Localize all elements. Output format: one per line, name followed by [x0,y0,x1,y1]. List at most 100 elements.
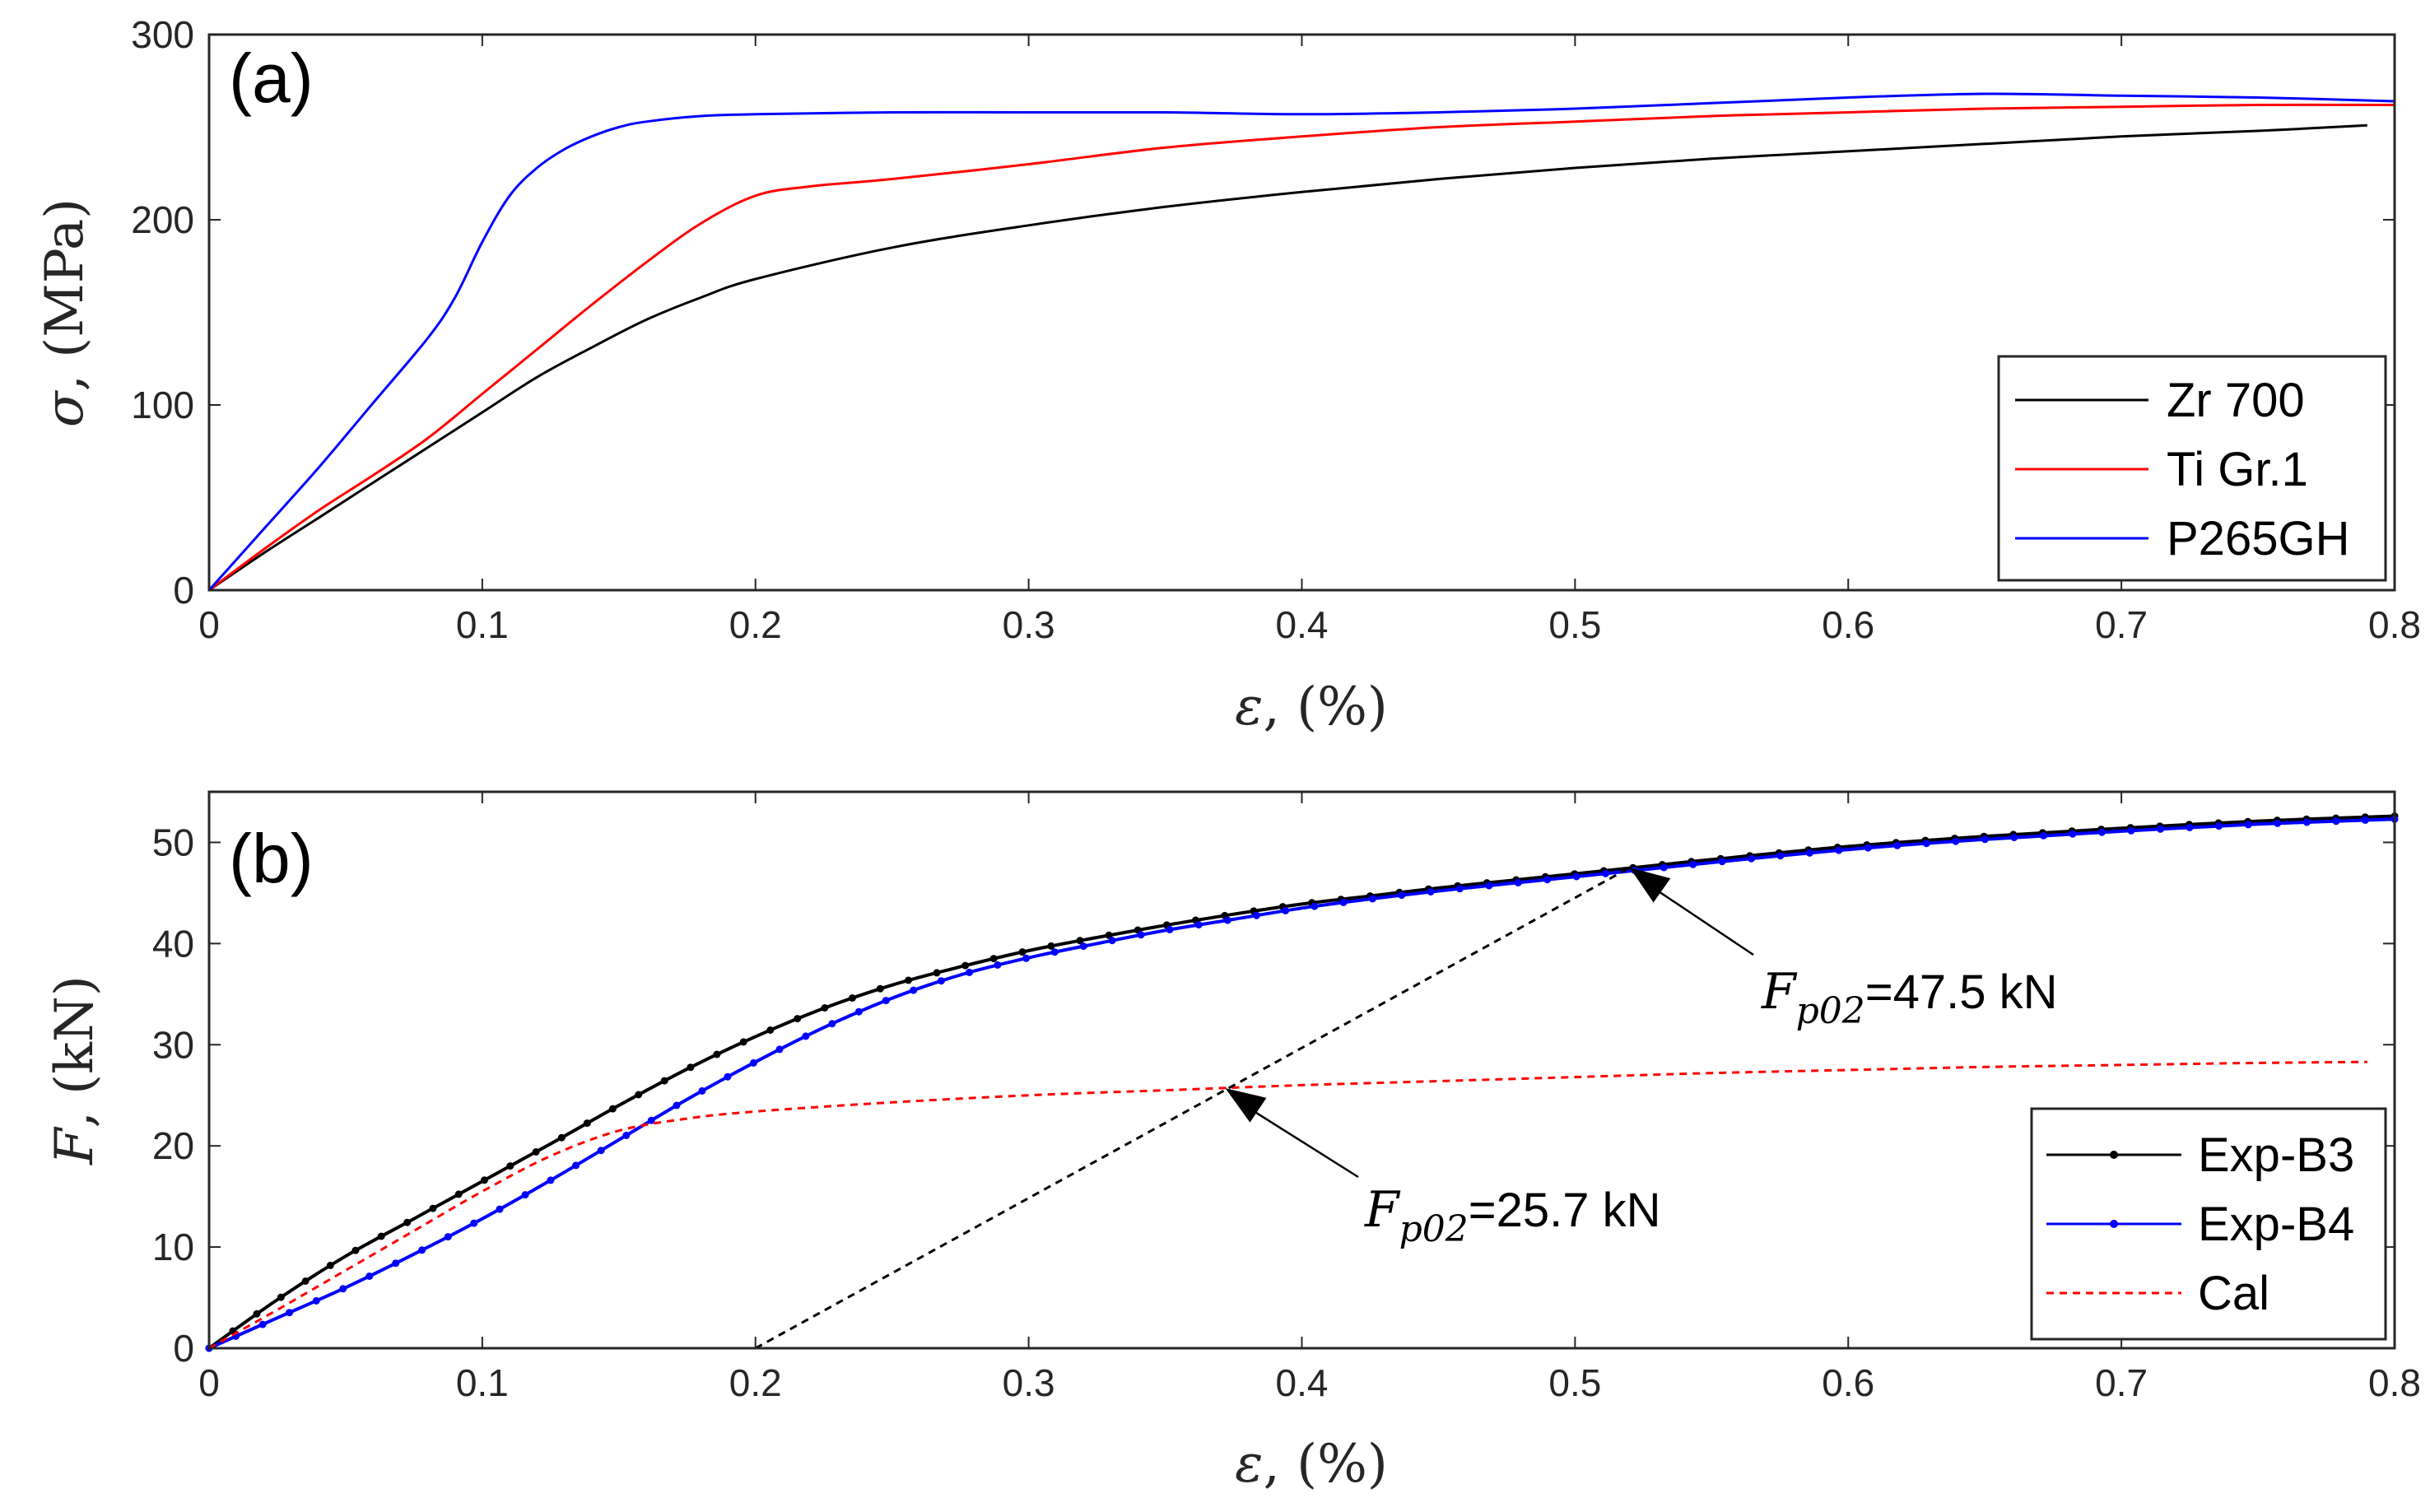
panel-a-series [207,92,2395,592]
series-exp-b3-marker [277,1293,285,1301]
panel-a-x-unit: , (%) [1263,677,1387,737]
series-exp-b3-marker [961,961,970,970]
series-exp-b4-marker [470,1219,478,1227]
series-exp-b4-marker [1835,846,1843,854]
series-exp-b3-marker [403,1218,412,1226]
series-exp-b4-marker [1079,942,1087,951]
legend-label-zr700: Zr 700 [2167,374,2305,427]
series-exp-b3-marker [1018,948,1026,956]
series-exp-b4-marker [802,1032,810,1040]
series-exp-b4-marker [286,1309,294,1317]
series-exp-b4-marker [2215,822,2223,830]
series-exp-b3-marker [687,1063,695,1072]
series-exp-b3-marker [876,984,884,993]
panel-a-y-axis-label: σ, (MPa) [35,198,95,427]
y-tick-label: 0 [173,569,194,612]
series-exp-b4-marker [854,1007,863,1016]
panel-b-chart: 0 0.1 0.2 0.3 0.4 0.5 0.6 0.7 0.8 0 10 20 30 40 50 (b)… [44,790,2421,1495]
series-exp-b4-marker [1485,882,1493,890]
series-exp-b4-marker [1166,925,1174,933]
x-tick-label: 0.3 [1003,603,1055,646]
series-exp-b3-marker [635,1091,643,1099]
series-exp-b4-marker [1572,872,1580,881]
panel-a-axes-box [207,33,2396,592]
panel-b-y-axis-label: F, (kN) [44,975,105,1165]
series-exp-b4-marker [1427,888,1435,896]
series-exp-b4-marker [2097,828,2106,836]
svg-text:F, (kN): F, (kN) [44,975,105,1165]
panel-b-axes-box [207,790,2396,1350]
legend-marker-exp-b4 [2110,1220,2118,1228]
series-exp-b3-marker [821,1004,829,1012]
series-exp-b4-marker [1602,869,1609,877]
svg-text:ε, (%): ε, (%) [1235,1434,1388,1495]
x-tick-label: 0.1 [456,1361,509,1404]
panel-b-x-axis-label: ε, (%) [1235,1434,1388,1495]
x-tick-label: 0.2 [729,603,782,646]
series-exp-b4-marker [1514,878,1522,886]
svg-text:σ, (MPa): σ, (MPa) [35,198,95,427]
series-exp-b4-marker [622,1132,631,1139]
annotation-arrow-head [1629,868,1671,903]
legend-label-cal: Cal [2198,1267,2269,1320]
series-exp-b3-marker [608,1105,617,1113]
series-exp-b4-marker [1310,902,1319,910]
series-exp-b4-marker [1952,837,1960,845]
series-exp-b4-marker [1922,840,1930,848]
annotation-fp02-lower: Fp02=25.7 kN [1364,1181,1661,1250]
x-tick-label: 0.6 [1822,603,1874,646]
series-exp-b4-marker [1981,835,1989,844]
y-tick-label: 50 [152,821,194,863]
series-exp-b4-marker [882,997,890,1005]
y-tick-label: 20 [152,1124,194,1167]
series-exp-b4-marker [2186,823,2194,831]
y-tick-label: 30 [152,1023,194,1066]
series-exp-b4-marker [1108,937,1116,945]
series-exp-b3-marker [481,1176,488,1184]
series-exp-b3-marker [933,969,941,977]
series-exp-b4-marker [1543,876,1552,884]
series-exp-b4-marker [1805,849,1813,857]
series-exp-b3-marker [583,1119,591,1128]
series-exp-b3-marker [1076,937,1084,945]
series-exp-b4-marker [444,1233,452,1241]
panel-b-legend: Exp-B3 Exp-B4 Cal [2030,1107,2387,1341]
series-exp-b4-marker [1253,911,1260,919]
series-exp-b4-marker [1776,852,1785,860]
series-exp-b4-marker [2244,821,2252,829]
panel-b-y-symbol: F [44,1126,105,1165]
series-0-2-offset-line-line [755,866,1631,1350]
series-exp-b4-marker [1137,931,1145,939]
series-exp-b4-marker [937,977,945,985]
panel-a-x-symbol: ε [1235,677,1263,737]
series-exp-b4-marker [1893,841,1902,849]
legend-marker-exp-b3 [2110,1151,2118,1159]
x-tick-label: 0.5 [1548,1361,1601,1404]
series-exp-b4-marker [1194,921,1203,929]
y-tick-label: 200 [131,198,194,241]
series-zr-700-line [208,123,2367,592]
series-cal-line [208,1060,2367,1350]
series-exp-b4-marker [1050,948,1059,956]
y-tick-label: 0 [173,1327,194,1370]
series-exp-b4-marker [1022,954,1031,962]
series-exp-b3-marker [905,976,912,984]
series-exp-b4-marker [828,1020,836,1028]
series-exp-b4-marker [496,1205,504,1213]
panel-b-x-symbol: ε [1235,1434,1263,1495]
y-tick-label: 300 [131,13,194,56]
series-exp-b3-marker [989,955,998,963]
series-exp-b4-marker [365,1272,374,1280]
panel-a-ticks: 0 0.1 0.2 0.3 0.4 0.5 0.6 0.7 0.8 0 100 200 300 [131,13,2421,646]
series-exp-b4-marker [647,1116,655,1124]
panel-a-y-symbol: σ [35,389,95,427]
legend-label-p265gh: P265GH [2167,512,2349,565]
series-exp-b4-marker [1689,860,1697,868]
series-exp-b3-marker [351,1246,360,1254]
series-exp-b4-marker [2039,831,2047,840]
series-exp-b4-marker [2361,816,2369,824]
series-exp-b3-marker [794,1015,802,1023]
panel-a-x-axis-label: ε, (%) [1235,677,1388,737]
x-tick-label: 0.8 [2368,1361,2421,1404]
